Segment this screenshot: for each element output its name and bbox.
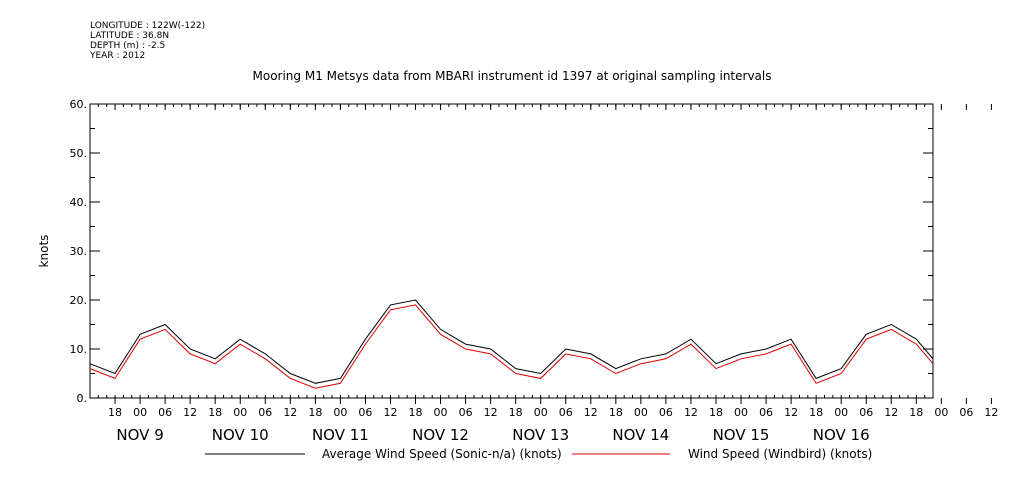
x-hour-label: 06	[859, 406, 873, 419]
x-hour-label: 00	[634, 406, 648, 419]
x-day-label: NOV 13	[512, 426, 569, 444]
x-day-label: NOV 9	[116, 426, 163, 444]
x-hour-label: 18	[809, 406, 823, 419]
x-hour-label: 06	[358, 406, 372, 419]
y-tick-label: 10.	[70, 343, 88, 356]
y-axis-label: knots	[37, 235, 51, 268]
x-hour-label: 06	[959, 406, 973, 419]
x-hour-label: 12	[784, 406, 798, 419]
chart-title: Mooring M1 Metsys data from MBARI instru…	[253, 69, 772, 83]
y-tick-label: 50.	[70, 147, 88, 160]
x-day-label: NOV 10	[212, 426, 269, 444]
legend-label: Average Wind Speed (Sonic-n/a) (knots)	[322, 447, 562, 461]
plot-frame	[89, 103, 934, 399]
x-hour-label: 00	[934, 406, 948, 419]
x-hour-label: 00	[133, 406, 147, 419]
x-hour-label: 12	[684, 406, 698, 419]
series-average-wind-line	[89, 299, 934, 384]
legend-label: Wind Speed (Windbird) (knots)	[688, 447, 872, 461]
year-label: YEAR : 2012	[90, 51, 146, 61]
x-hour-label: 18	[208, 406, 222, 419]
x-hour-label: 18	[509, 406, 523, 419]
y-tick-label: 60.	[70, 98, 88, 111]
x-hour-label: 06	[559, 406, 573, 419]
series-windbird-line	[89, 304, 934, 389]
x-hour-label: 12	[884, 406, 898, 419]
x-hour-label: 06	[158, 406, 172, 419]
x-day-label: NOV 14	[612, 426, 669, 444]
x-hour-label: 00	[434, 406, 448, 419]
x-hour-label: 18	[909, 406, 923, 419]
x-hour-label: 06	[759, 406, 773, 419]
x-day-label: NOV 16	[813, 426, 870, 444]
x-hour-label: 12	[183, 406, 197, 419]
x-hour-label: 00	[333, 406, 347, 419]
y-tick-label: 30.	[70, 245, 88, 258]
x-hour-label: 12	[584, 406, 598, 419]
metadata-block: LONGITUDE : 122W(-122) LATITUDE : 36.8N …	[90, 21, 205, 61]
x-day-label: NOV 11	[312, 426, 369, 444]
y-tick-label: 40.	[70, 196, 88, 209]
x-hour-label: 18	[308, 406, 322, 419]
x-day-label: NOV 12	[412, 426, 469, 444]
x-hour-label: 18	[609, 406, 623, 419]
x-hour-label: 18	[409, 406, 423, 419]
y-tick-label: 0.	[77, 392, 88, 405]
longitude-label: LONGITUDE : 122W(-122)	[90, 21, 206, 31]
x-hour-label: 06	[659, 406, 673, 419]
x-hour-label: 12	[383, 406, 397, 419]
depth-label: DEPTH (m) : -2.5	[90, 41, 166, 51]
y-tick-label: 20.	[70, 294, 88, 307]
x-hour-label: 00	[233, 406, 247, 419]
x-day-label: NOV 15	[713, 426, 770, 444]
x-hour-label: 00	[834, 406, 848, 419]
x-hour-label: 06	[258, 406, 272, 419]
x-hour-label: 00	[734, 406, 748, 419]
x-hour-label: 06	[459, 406, 473, 419]
x-hour-label: 12	[283, 406, 297, 419]
x-hour-label: 00	[534, 406, 548, 419]
x-hour-label: 18	[709, 406, 723, 419]
latitude-label: LATITUDE : 36.8N	[90, 31, 170, 41]
x-hour-label: 12	[984, 406, 998, 419]
x-hour-label: 12	[484, 406, 498, 419]
x-hour-label: 18	[108, 406, 122, 419]
